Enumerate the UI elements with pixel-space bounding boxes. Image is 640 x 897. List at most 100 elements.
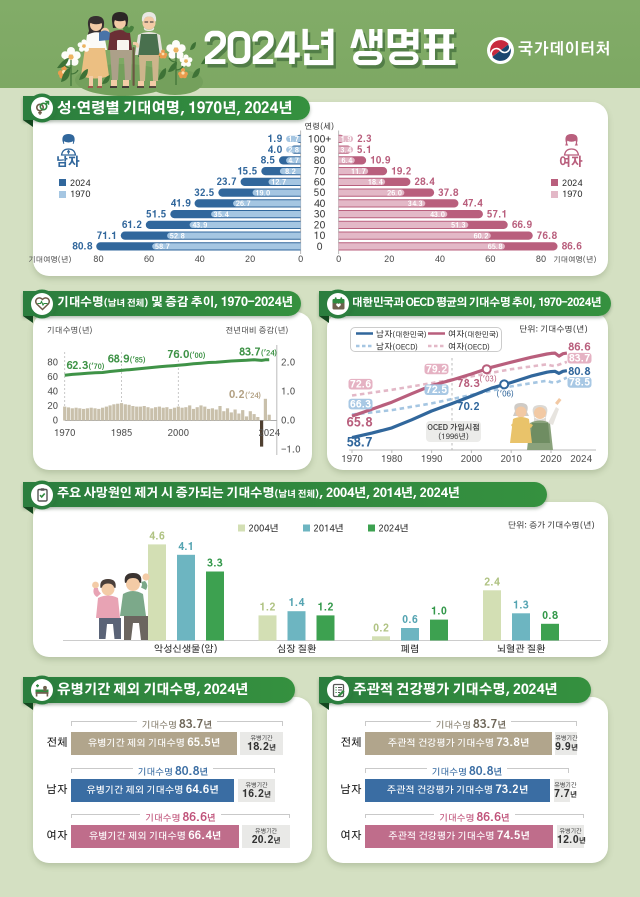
svg-text:기대여명(년): 기대여명(년) <box>553 255 596 264</box>
svg-text:66.3: 66.3 <box>350 399 371 409</box>
svg-text:34.3: 34.3 <box>408 201 423 208</box>
svg-text:78.3: 78.3 <box>457 379 479 390</box>
svg-text:2.4: 2.4 <box>484 577 501 588</box>
svg-text:4.0: 4.0 <box>267 146 282 155</box>
svg-text:37.8: 37.8 <box>438 189 459 198</box>
svg-text:70.2: 70.2 <box>457 402 479 413</box>
svg-text:연령(세): 연령(세) <box>304 122 335 131</box>
svg-text:1.0: 1.0 <box>431 607 447 618</box>
svg-text:2.0: 2.0 <box>281 358 295 368</box>
svg-text:0.2: 0.2 <box>373 623 389 634</box>
svg-text:83.7: 83.7 <box>569 354 590 364</box>
svg-text:79.2: 79.2 <box>426 364 447 374</box>
svg-text:0.2('24): 0.2('24) <box>229 390 261 401</box>
svg-text:76.0('00): 76.0('00) <box>167 350 205 361</box>
svg-text:10: 10 <box>314 231 326 242</box>
svg-text:20: 20 <box>245 255 255 264</box>
svg-text:40: 40 <box>194 255 204 264</box>
svg-text:기대여명(년): 기대여명(년) <box>28 255 71 264</box>
svg-text:3.3: 3.3 <box>207 559 223 570</box>
svg-text:11.7: 11.7 <box>351 169 366 176</box>
svg-text:15.5: 15.5 <box>237 167 258 176</box>
svg-text:60: 60 <box>485 255 495 264</box>
svg-text:0.6: 0.6 <box>402 615 418 626</box>
svg-text:2.3: 2.3 <box>357 135 372 144</box>
svg-text:1.0: 1.0 <box>281 387 295 397</box>
svg-text:90: 90 <box>314 145 326 156</box>
svg-text:80: 80 <box>47 358 58 368</box>
svg-text:10.9: 10.9 <box>370 157 391 166</box>
svg-text:70: 70 <box>314 167 326 178</box>
svg-text:단위: 증가 기대수명(년): 단위: 증가 기대수명(년) <box>508 520 595 530</box>
svg-text:80: 80 <box>93 255 103 264</box>
svg-text:여자(OECD): 여자(OECD) <box>448 342 490 351</box>
svg-text:57.1: 57.1 <box>487 210 507 219</box>
svg-text:6.4: 6.4 <box>341 158 352 165</box>
svg-text:86.6: 86.6 <box>562 243 583 252</box>
svg-text:18.4: 18.4 <box>368 180 383 187</box>
svg-text:2014년: 2014년 <box>314 524 344 534</box>
svg-text:2024: 2024 <box>258 428 280 438</box>
svg-text:3.4: 3.4 <box>340 147 351 154</box>
svg-text:1970: 1970 <box>54 428 76 438</box>
svg-text:1.2: 1.2 <box>260 602 276 613</box>
svg-text:40: 40 <box>314 199 326 210</box>
svg-text:여자(대한민국): 여자(대한민국) <box>448 330 499 339</box>
svg-text:62.3('70): 62.3('70) <box>66 361 104 372</box>
svg-text:기대수명(년): 기대수명(년) <box>47 326 93 335</box>
svg-text:0: 0 <box>298 255 303 264</box>
svg-text:19.2: 19.2 <box>391 167 412 176</box>
svg-text:('06): ('06) <box>496 390 514 399</box>
svg-text:51.5: 51.5 <box>146 210 167 219</box>
svg-text:40: 40 <box>47 387 58 397</box>
svg-text:52.8: 52.8 <box>170 233 185 240</box>
svg-text:58.7: 58.7 <box>346 438 372 450</box>
svg-text:('03): ('03) <box>479 375 497 384</box>
svg-text:0: 0 <box>53 416 58 426</box>
svg-text:32.5: 32.5 <box>194 189 215 198</box>
svg-text:2000: 2000 <box>461 454 483 464</box>
svg-text:80.8: 80.8 <box>72 243 93 252</box>
svg-text:26.0: 26.0 <box>387 190 402 197</box>
svg-text:1980: 1980 <box>381 454 403 464</box>
svg-text:0.0: 0.0 <box>281 416 295 426</box>
svg-text:1990: 1990 <box>421 454 443 464</box>
svg-text:80.8: 80.8 <box>568 367 591 378</box>
svg-text:8.5: 8.5 <box>261 157 276 166</box>
svg-text:2000: 2000 <box>168 428 190 438</box>
svg-text:30: 30 <box>314 210 326 221</box>
svg-text:1.3: 1.3 <box>513 600 529 611</box>
svg-text:72.5: 72.5 <box>426 385 447 395</box>
svg-text:2010: 2010 <box>500 454 522 464</box>
svg-text:5.1: 5.1 <box>357 146 372 155</box>
svg-text:50: 50 <box>314 188 326 199</box>
svg-text:2.8: 2.8 <box>288 147 299 154</box>
svg-text:65.8: 65.8 <box>346 418 372 430</box>
svg-text:전년대비 증감(년): 전년대비 증감(년) <box>225 326 289 335</box>
svg-text:1.4: 1.4 <box>289 598 306 609</box>
svg-text:43.9: 43.9 <box>192 223 207 230</box>
svg-text:4.7: 4.7 <box>288 158 299 165</box>
svg-text:8.2: 8.2 <box>285 169 296 176</box>
svg-text:58.7: 58.7 <box>155 244 170 251</box>
svg-text:26.7: 26.7 <box>236 201 251 208</box>
svg-text:뇌혈관 질환: 뇌혈관 질환 <box>497 644 546 654</box>
svg-text:60: 60 <box>47 372 58 382</box>
svg-text:남자(대한민국): 남자(대한민국) <box>376 330 427 339</box>
svg-text:1985: 1985 <box>111 428 133 438</box>
svg-text:남자(OECD): 남자(OECD) <box>376 342 418 351</box>
svg-text:43.0: 43.0 <box>430 212 445 219</box>
svg-text:100+: 100+ <box>308 134 331 145</box>
svg-text:60: 60 <box>314 177 326 188</box>
svg-text:1.9: 1.9 <box>267 135 282 144</box>
svg-text:4.6: 4.6 <box>149 531 165 542</box>
svg-text:76.8: 76.8 <box>537 232 558 241</box>
svg-text:60: 60 <box>144 255 154 264</box>
svg-text:86.6: 86.6 <box>568 343 591 354</box>
svg-text:1970: 1970 <box>341 454 363 464</box>
svg-text:51.3: 51.3 <box>451 223 466 230</box>
svg-text:2020: 2020 <box>540 454 562 464</box>
svg-text:-1.0: -1.0 <box>281 445 300 455</box>
svg-text:2024: 2024 <box>570 454 592 464</box>
svg-text:단위: 기대수명(년): 단위: 기대수명(년) <box>519 324 588 334</box>
